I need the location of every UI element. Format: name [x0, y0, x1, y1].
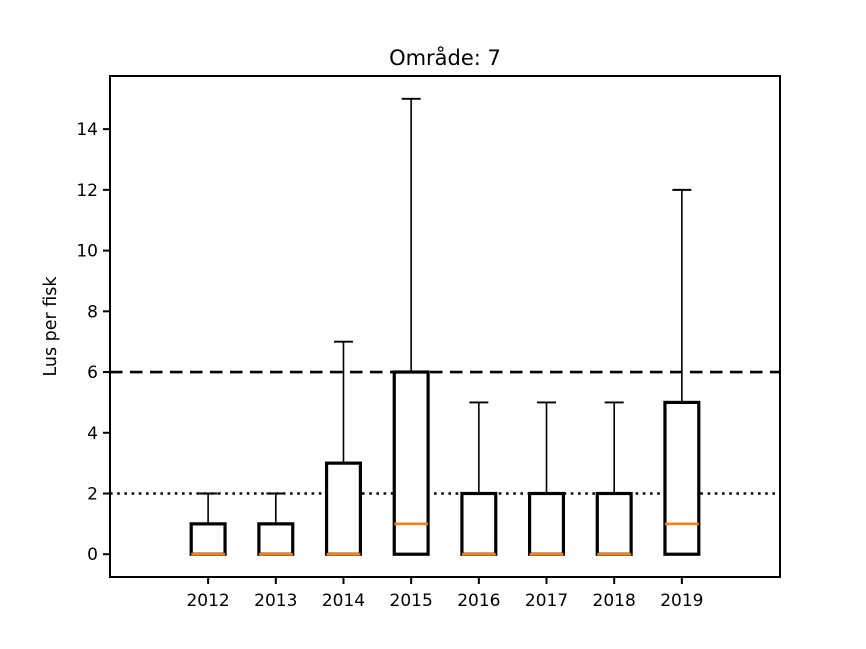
chart-title: Område: 7: [389, 45, 501, 70]
plot-area: 0 2 4 6 8 10 12 14 2012 2013 2014 2015 2016 2017 2018 2…: [76, 75, 781, 611]
y-tick-label: 14: [76, 120, 98, 140]
x-tick-label: 2014: [322, 591, 365, 611]
box-2013: [257, 522, 295, 556]
x-tick-label: 2017: [525, 591, 568, 611]
y-tick-label: 4: [87, 424, 98, 444]
box-2016: [460, 491, 498, 556]
y-tick-label: 0: [87, 545, 98, 565]
box-2019: [663, 400, 701, 556]
x-tick-label: 2019: [660, 591, 703, 611]
box-2014: [324, 461, 363, 556]
y-axis-label: Lus per fisk: [41, 276, 61, 377]
y-tick-label: 12: [76, 181, 98, 201]
box-2012: [189, 522, 227, 556]
box-2018: [595, 491, 633, 556]
y-tick-label: 10: [76, 242, 98, 262]
x-tick-label: 2013: [254, 591, 297, 611]
x-tick-label: 2018: [593, 591, 636, 611]
y-tick-label: 2: [87, 485, 98, 505]
y-tick-label: 8: [87, 302, 98, 322]
x-tick-label: 2012: [186, 591, 229, 611]
x-tick-label: 2016: [457, 591, 500, 611]
y-tick-label: 6: [87, 363, 98, 383]
axes-frame: [109, 75, 781, 578]
x-tick-label: 2015: [390, 591, 433, 611]
box-2015: [392, 370, 430, 556]
box-2017: [527, 491, 566, 556]
